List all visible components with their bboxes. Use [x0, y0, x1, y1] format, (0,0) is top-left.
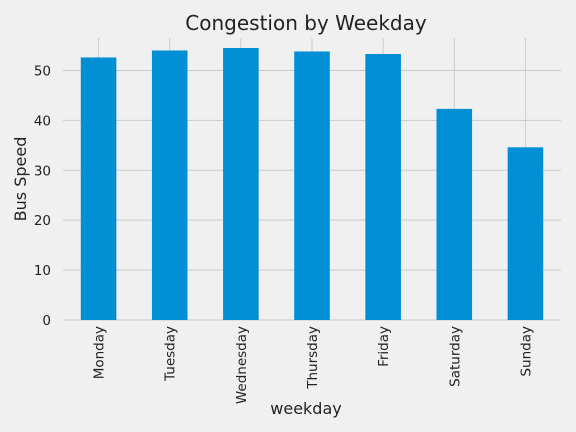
- bar-sunday: [507, 147, 544, 320]
- x-tick-label-tuesday: Tuesday: [163, 326, 179, 382]
- x-axis-label: weekday: [270, 399, 341, 418]
- x-tick-label-saturday: Saturday: [447, 326, 463, 387]
- x-tick-label-monday: Monday: [92, 326, 108, 379]
- x-tick-label-sunday: Sunday: [518, 326, 534, 377]
- bar-wednesday: [223, 47, 259, 320]
- bar-tuesday: [151, 50, 188, 320]
- x-tick-label-wednesday: Wednesday: [234, 326, 250, 404]
- y-tick-label: 10: [34, 263, 51, 279]
- y-tick-label: 20: [34, 213, 51, 229]
- x-tick-label-friday: Friday: [376, 326, 392, 367]
- y-tick-labels: 0 10 20 30 40 50: [34, 63, 51, 329]
- x-tick-labels: Monday Tuesday Wednesday Thursday Friday Satu…: [92, 326, 535, 404]
- y-tick-label: 0: [42, 313, 51, 329]
- bars: [80, 47, 544, 321]
- y-tick-label: 30: [34, 163, 51, 179]
- chart-title: Congestion by Weekday: [185, 11, 427, 35]
- bar-monday: [80, 57, 117, 321]
- y-tick-label: 40: [34, 113, 51, 129]
- y-tick-label: 50: [34, 63, 51, 79]
- x-tick-label-thursday: Thursday: [305, 326, 321, 390]
- bar-saturday: [436, 108, 473, 321]
- bar-friday: [365, 53, 401, 320]
- y-axis-label: Bus Speed: [11, 137, 30, 222]
- bar-thursday: [294, 51, 330, 320]
